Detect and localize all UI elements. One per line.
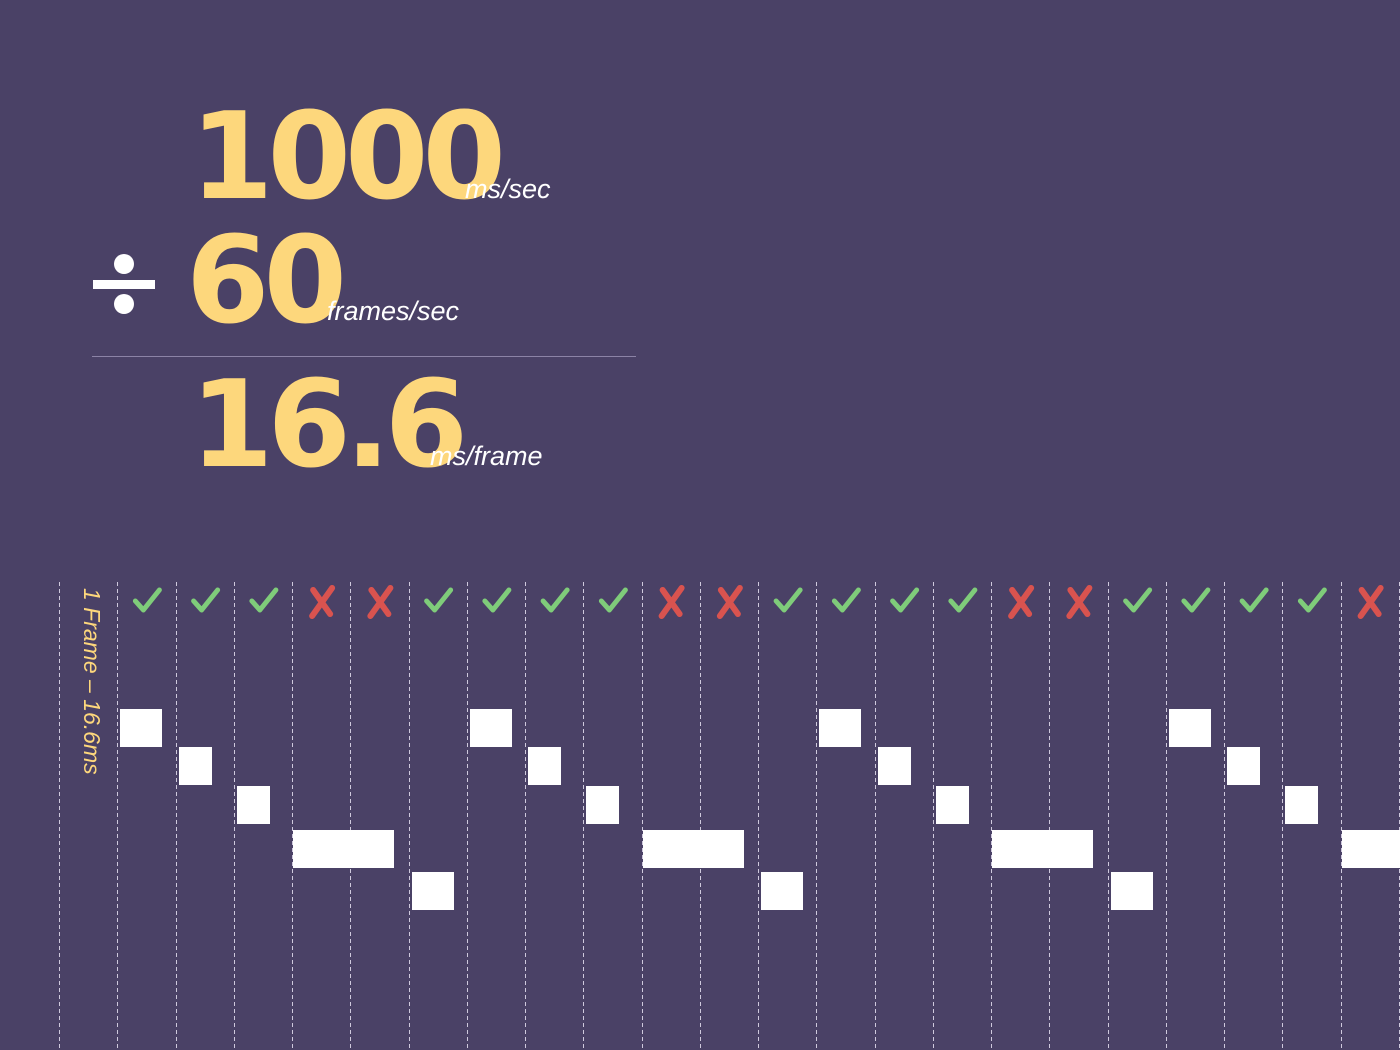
frame-work-block: [120, 709, 162, 747]
frame-work-block: [1227, 747, 1260, 785]
frame-dropped-cross-icon: [716, 585, 743, 619]
frame-duration-label: 1 Frame – 16.6ms: [79, 588, 105, 775]
divisor-unit: frames/sec: [327, 296, 460, 326]
frame-ok-check-icon: [890, 587, 920, 613]
frame-timeline: [59, 582, 1400, 1050]
dividend-value: 1000: [190, 88, 506, 227]
frame-ok-check-icon: [1181, 587, 1211, 613]
frame-work-block: [1111, 872, 1153, 910]
frame-work-block: [1342, 830, 1400, 868]
division-icon: [93, 254, 155, 314]
frame-work-block: [819, 709, 861, 747]
frame-dropped-cross-icon: [658, 585, 685, 619]
frame-work-block: [528, 747, 561, 785]
frame-work-block: [293, 830, 394, 868]
frame-ok-check-icon: [191, 587, 221, 613]
frame-work-block: [179, 747, 212, 785]
frame-work-block: [412, 872, 454, 910]
frame-dropped-cross-icon: [1357, 585, 1384, 619]
frame-ok-check-icon: [1123, 587, 1153, 613]
divisor-value: 60: [186, 212, 347, 351]
result-value: 16.6: [190, 356, 468, 495]
frame-ok-check-icon: [249, 587, 279, 613]
frame-work-block: [992, 830, 1093, 868]
frame-work-block: [643, 830, 744, 868]
equation-divider-line: [92, 356, 636, 357]
frame-work-block: [470, 709, 512, 747]
frame-ok-check-icon: [540, 587, 570, 613]
frame-dropped-cross-icon: [1008, 585, 1035, 619]
frame-dropped-cross-icon: [309, 585, 336, 619]
frame-dropped-cross-icon: [1066, 585, 1093, 619]
frame-ok-check-icon: [482, 587, 512, 613]
frame-ok-check-icon: [1297, 587, 1327, 613]
frame-work-block: [237, 786, 270, 824]
frame-work-block: [1285, 786, 1318, 824]
dividend-unit: ms/sec: [465, 174, 551, 204]
frame-ok-check-icon: [773, 587, 803, 613]
frame-ok-check-icon: [132, 587, 162, 613]
frame-ok-check-icon: [424, 587, 454, 613]
frame-work-block: [936, 786, 969, 824]
frame-ok-check-icon: [948, 587, 978, 613]
frame-ok-check-icon: [1239, 587, 1269, 613]
frame-work-block: [586, 786, 619, 824]
frame-ok-check-icon: [598, 587, 628, 613]
frame-work-block: [761, 872, 803, 910]
frame-work-block: [1169, 709, 1211, 747]
frame-ok-check-icon: [831, 587, 861, 613]
result-unit: ms/frame: [430, 441, 543, 471]
frame-dropped-cross-icon: [367, 585, 394, 619]
frame-work-block: [878, 747, 911, 785]
